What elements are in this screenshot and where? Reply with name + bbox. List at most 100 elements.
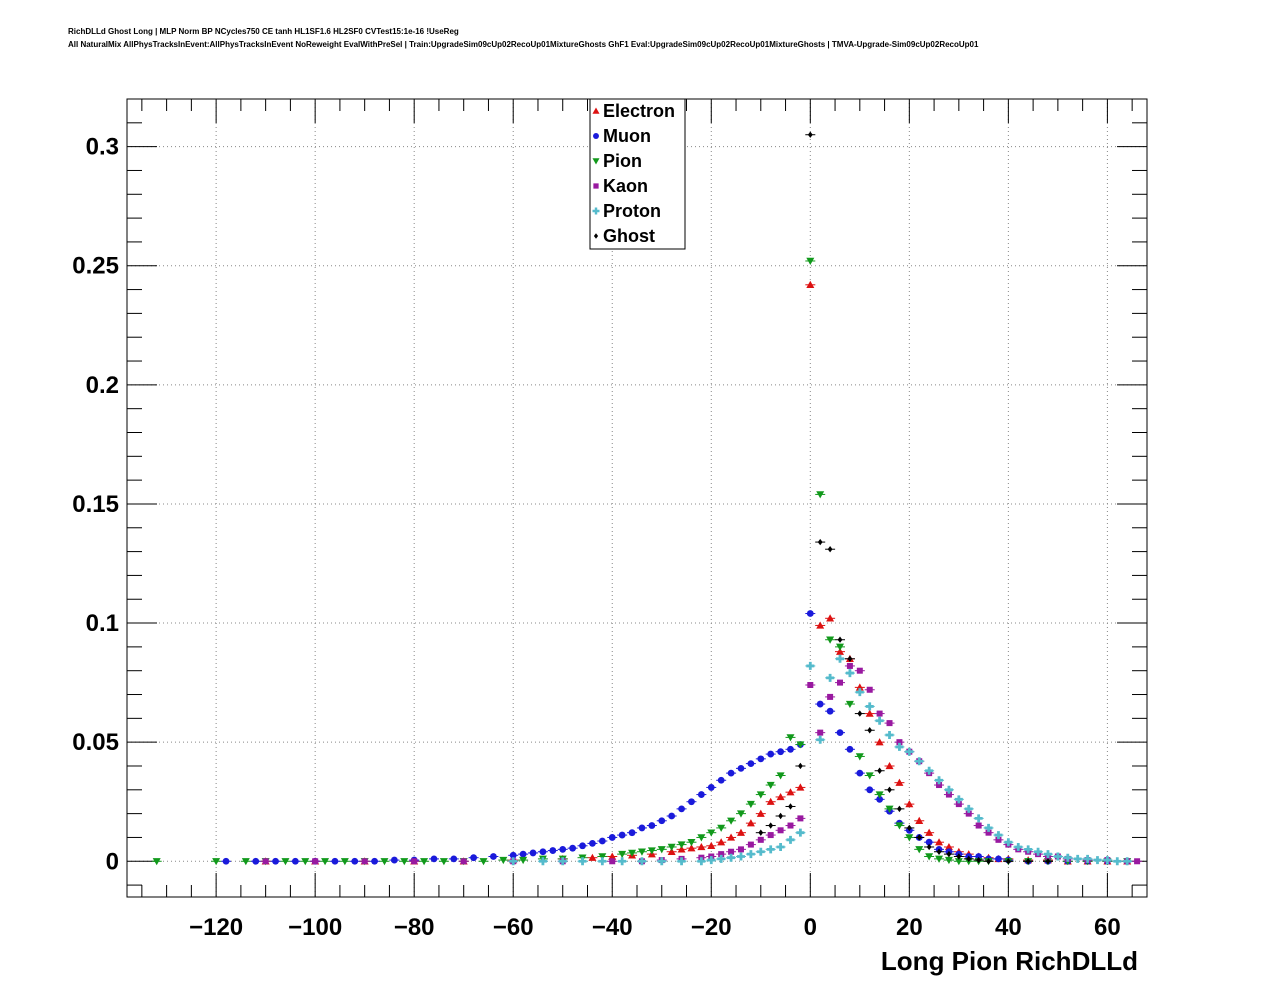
kaon-point: [837, 679, 844, 686]
kaon-point: [955, 801, 962, 808]
muon-point: [668, 812, 676, 820]
pion-point: [667, 843, 676, 851]
pion-point: [895, 822, 904, 830]
electron-point: [855, 683, 864, 691]
proton-point: [865, 702, 874, 711]
pion-point: [637, 848, 646, 856]
pion-point: [786, 734, 795, 742]
pion-point: [647, 847, 656, 855]
proton-point: [1083, 854, 1092, 863]
chart-title-line-1: RichDLLd Ghost Long | MLP Norm BP NCycle…: [68, 27, 459, 36]
data-points: [151, 131, 1143, 866]
series-proton: [508, 654, 1133, 866]
muon-point: [618, 831, 626, 839]
muon-point: [688, 798, 695, 806]
proton-point: [836, 654, 845, 663]
ghost-point: [758, 829, 764, 836]
kaon-point: [975, 822, 982, 829]
muon-point: [272, 857, 279, 865]
kaon-point: [817, 729, 824, 736]
ghost-point: [966, 855, 972, 863]
kaon-point: [985, 829, 992, 836]
proton-point: [736, 852, 745, 861]
muon-point: [707, 784, 715, 791]
proton-point: [746, 850, 755, 859]
muon-point: [787, 745, 794, 753]
proton-point: [816, 735, 825, 744]
muon-point: [866, 786, 874, 794]
muon-point: [371, 857, 378, 865]
series-kaon: [260, 662, 1143, 865]
y-tick-label: 0.15: [72, 491, 119, 518]
pion-point: [736, 810, 745, 818]
proton-point: [1014, 842, 1023, 851]
proton-point: [538, 857, 547, 866]
proton-point: [964, 804, 973, 813]
pion-point: [885, 805, 894, 813]
proton-point: [707, 856, 716, 865]
pion-point: [697, 834, 706, 842]
pion-point: [519, 856, 528, 865]
muon-point: [836, 729, 844, 737]
series-pion: [151, 257, 1133, 866]
proton-point: [826, 673, 835, 682]
muon-point: [678, 805, 685, 813]
proton-point: [1043, 850, 1052, 859]
legend-box: [589, 98, 686, 250]
proton-point: [1024, 845, 1033, 854]
pion-point: [301, 858, 310, 866]
proton-point: [1034, 847, 1043, 856]
electron-point: [895, 778, 904, 786]
kaon-point: [609, 858, 616, 865]
pion-point: [241, 858, 250, 866]
pion-point: [727, 817, 736, 825]
x-tick-label: 0: [804, 914, 817, 941]
pion-point: [657, 846, 666, 854]
electron-point: [885, 761, 894, 770]
electron-point: [707, 841, 716, 849]
series-ghost: [755, 131, 1053, 865]
ghost-point: [916, 834, 922, 841]
proton-point: [727, 853, 736, 862]
muon-point: [222, 857, 230, 865]
muon-point: [529, 849, 537, 857]
ghost-point: [857, 710, 863, 717]
pion-point: [212, 858, 221, 866]
proton-point: [905, 747, 914, 756]
ghost-point: [788, 803, 793, 810]
proton-point: [895, 742, 904, 751]
x-tick-label: −60: [493, 914, 534, 941]
muon-point: [925, 838, 933, 846]
kaon-point: [866, 686, 873, 693]
proton-point: [796, 828, 805, 837]
electron-point: [667, 847, 676, 855]
electron-point: [756, 809, 765, 817]
legend: Electron Muon Pion Kaon Proton Ghost: [589, 98, 686, 250]
proton-point: [558, 857, 567, 866]
pion-point: [944, 856, 953, 865]
muon-point: [569, 844, 577, 852]
proton-point: [776, 842, 785, 851]
series-electron: [260, 280, 1133, 865]
ghost-point: [897, 805, 902, 813]
x-tick-label: −100: [288, 914, 342, 941]
pion-point: [717, 824, 726, 832]
chart-title-line-2: All NaturalMix AllPhysTracksInEvent:AllP…: [68, 40, 979, 49]
electron-point: [697, 842, 706, 851]
kaon-point: [936, 782, 943, 789]
x-axis-title: Long Pion RichDLLd: [881, 946, 1138, 976]
ghost-point: [906, 824, 912, 832]
ghost-point: [926, 843, 932, 851]
muon-point: [519, 850, 527, 858]
proton-point: [984, 823, 993, 832]
muon-point: [470, 854, 478, 862]
pion-point: [400, 858, 409, 866]
x-tick-label: 40: [995, 914, 1022, 941]
ghost-point: [956, 853, 962, 860]
muon-point: [539, 848, 547, 856]
proton-point: [845, 669, 854, 678]
electron-point: [736, 828, 745, 836]
legend-label-electron: Electron: [603, 101, 675, 121]
kaon-point: [965, 810, 972, 817]
muon-point: [876, 795, 884, 803]
